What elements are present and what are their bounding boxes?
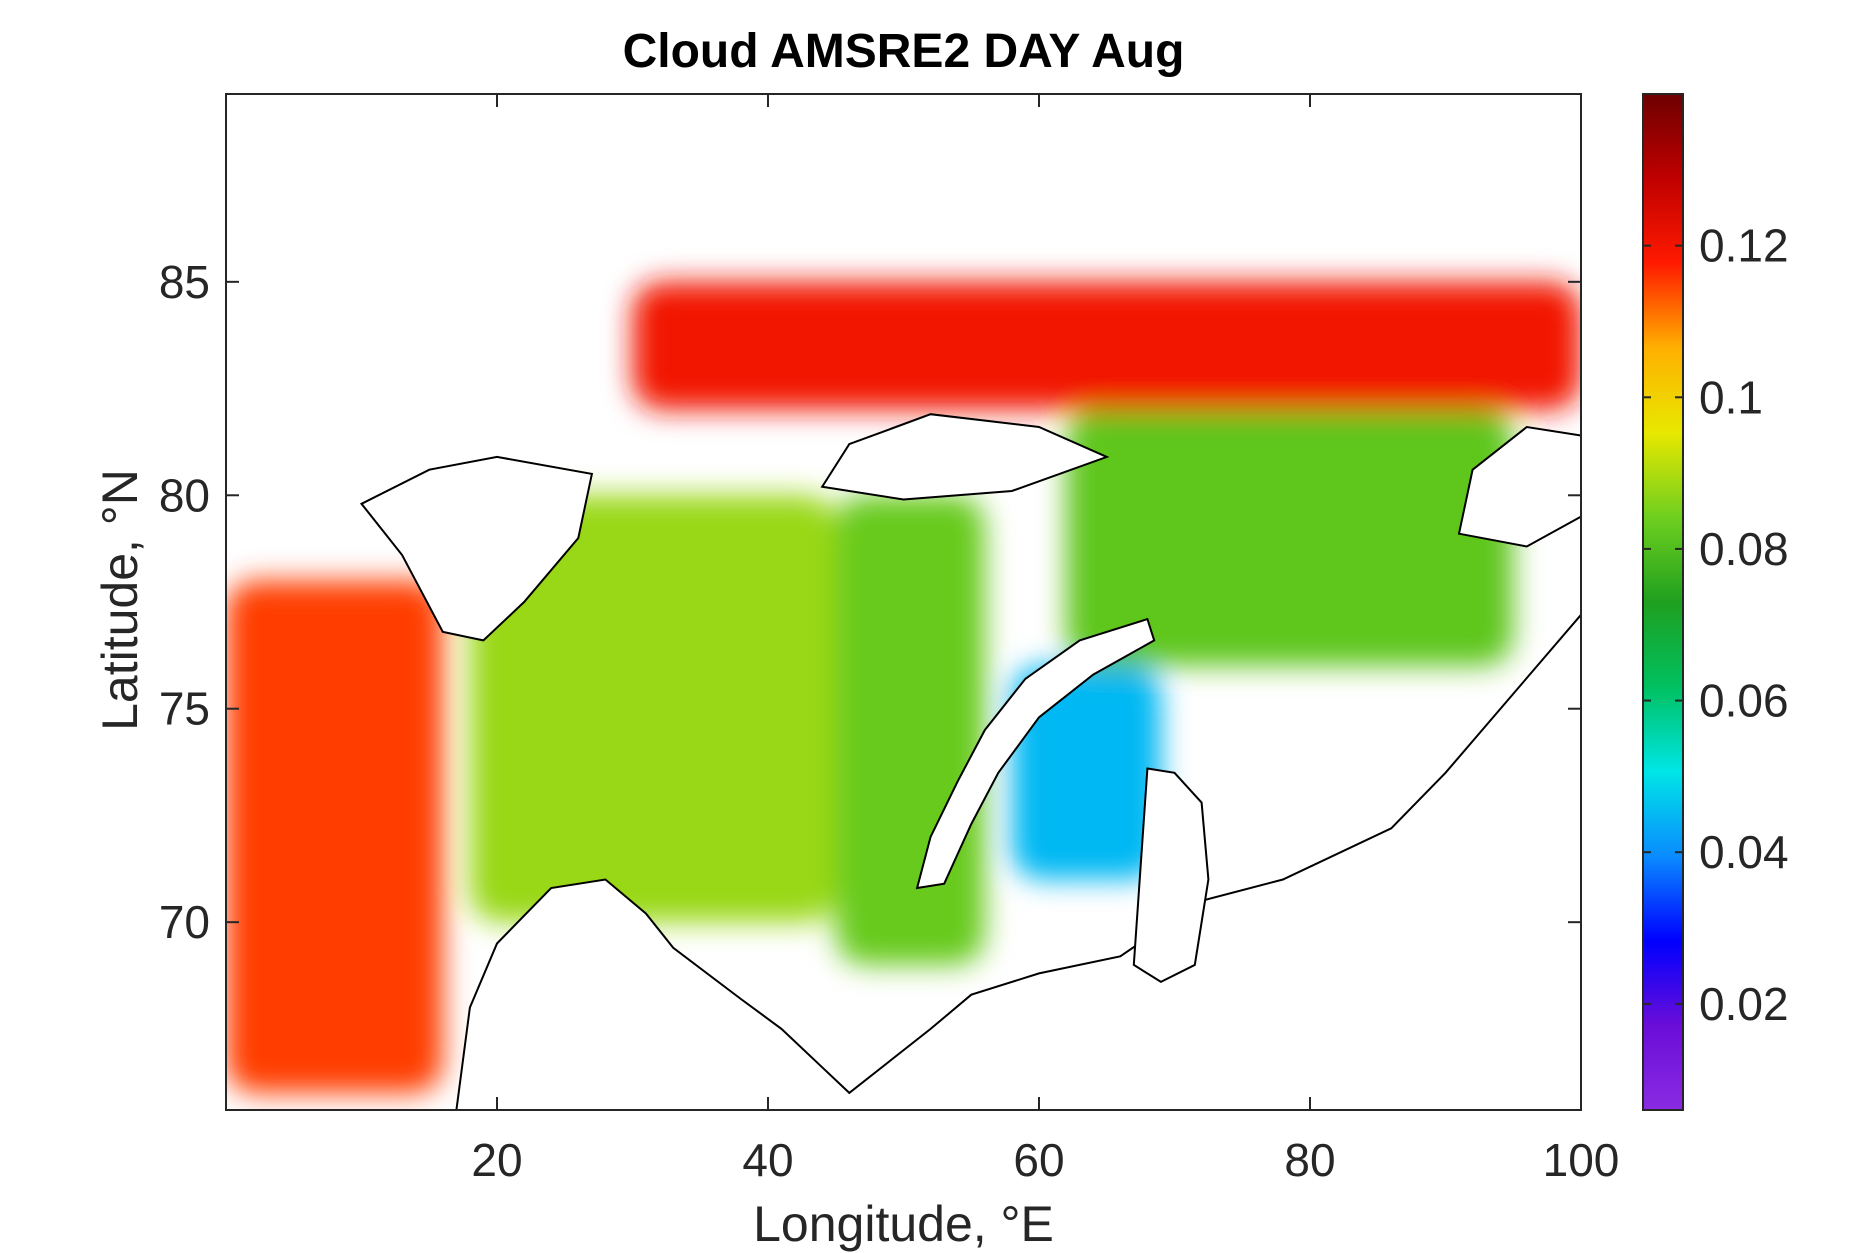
x-tick-label: 100: [1543, 1134, 1620, 1186]
chart-title: Cloud AMSRE2 DAY Aug: [622, 25, 1185, 78]
heatmap-region: [1066, 409, 1514, 667]
colorbar-tick-label: 0.12: [1699, 220, 1789, 272]
heatmap-region: [469, 495, 836, 923]
colorbar: 0.02 0.04 0.06 0.08 0.1 0.12: [1642, 93, 1789, 1111]
novaya-zemlya-land: [915, 617, 1156, 890]
franz-josef-land: [820, 413, 1110, 501]
svalbard-land: [359, 455, 594, 642]
x-tick-label: 20: [471, 1134, 522, 1186]
x-tick-label: 60: [1013, 1134, 1064, 1186]
colorbar-tick-label: 0.08: [1699, 523, 1789, 575]
heatmap-region: [226, 580, 443, 1093]
x-tick-label: 40: [742, 1134, 793, 1186]
axes: 20 40 60 80 100 70 75 80 85: [159, 93, 1620, 1186]
axes-frame: [225, 93, 1582, 1111]
heatmap-region: [835, 495, 985, 965]
y-tick-label: 70: [159, 896, 210, 948]
colorbar-tick-label: 0.04: [1699, 826, 1789, 878]
heatmap-layer: [226, 94, 1581, 1110]
y-axis-label: Latitude, °N: [92, 469, 148, 731]
y-tick-label: 85: [159, 256, 210, 308]
land-mask: [359, 413, 1581, 1110]
severnaya-zemlya: [1457, 425, 1581, 548]
scandinavia-land: [455, 613, 1581, 1110]
colorbar-tick-label: 0.02: [1699, 978, 1789, 1030]
colorbar-tick-label: 0.06: [1699, 675, 1789, 727]
yamal-land: [1132, 767, 1210, 984]
heatmap-region: [1011, 666, 1161, 880]
y-tick-label: 75: [159, 683, 210, 735]
y-tick-label: 80: [159, 469, 210, 521]
heatmap-region: [632, 281, 1581, 410]
colorbar-tick-label: 0.1: [1699, 371, 1763, 423]
x-tick-label: 80: [1284, 1134, 1335, 1186]
colorbar-scale: [1642, 93, 1684, 1111]
x-axis-label: Longitude, °E: [753, 1196, 1054, 1252]
